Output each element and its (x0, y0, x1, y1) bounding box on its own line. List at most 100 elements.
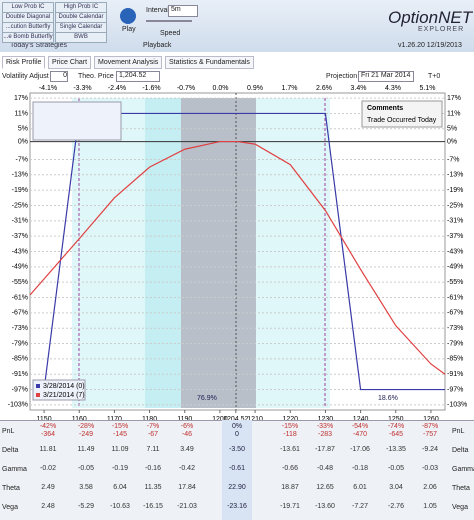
x-tick-label: 1170 (107, 416, 122, 423)
play-label: Play (122, 26, 136, 33)
series-line (29, 140, 446, 375)
y-tick-label-right: -67% (447, 310, 463, 317)
row-label: PnL (2, 428, 15, 435)
cell-value: 18.87 (281, 484, 299, 491)
y-tick-label: -97% (12, 386, 28, 393)
x-tick-label: 1250 (388, 416, 404, 423)
x-tick-label: 1210 (247, 416, 263, 423)
cell-value: -3.50 (229, 446, 245, 453)
tab[interactable]: Price Chart (48, 56, 92, 69)
y-tick-label: -103% (8, 402, 28, 409)
cell-value: -33% (316, 423, 334, 430)
vol-input[interactable]: 0 (50, 71, 68, 82)
cell-value: -6% (180, 423, 194, 430)
theo-label: Theo. Price (78, 73, 114, 80)
y-tick-label-right: -19% (447, 187, 463, 194)
top-axis-label: -0.7% (177, 85, 195, 92)
cell-value: -17.06 (350, 446, 370, 453)
cell-value: -13.60 (315, 503, 335, 510)
top-axis-label: 4.3% (385, 85, 401, 92)
cell-value: -0.42 (179, 465, 195, 472)
top-axis-label: 0.0% (213, 85, 229, 92)
y-tick-label-right: -73% (447, 325, 463, 332)
speed-slider[interactable] (146, 20, 192, 22)
logo-sub: EXPLORER (418, 26, 465, 33)
y-tick-label-right: 11% (447, 110, 461, 117)
y-tick-label: -85% (12, 356, 28, 363)
cell-value: -42% (39, 423, 57, 430)
legend-entry: 3/21/2014 (7) (43, 392, 85, 399)
cell-value: -74% (387, 423, 405, 430)
cell-sub: -283 (317, 431, 332, 438)
cell-value: 3.04 (389, 484, 403, 491)
cell-value: 11.81 (39, 446, 57, 453)
y-tick-label-right: -79% (447, 340, 463, 347)
strategy-button[interactable]: BWB (55, 32, 107, 43)
comments-text: Trade Occurred Today (367, 117, 437, 124)
y-tick-label-right: -55% (447, 279, 463, 286)
cell-sub: -67 (147, 431, 159, 438)
x-tick-label: 1240 (353, 416, 369, 423)
top-axis-label: 0.9% (247, 85, 263, 92)
cell-value: -0.03 (422, 465, 438, 472)
cell-value: -17.87 (315, 446, 335, 453)
comments-box (361, 100, 443, 128)
y-tick-label: -13% (12, 172, 28, 179)
strategy-button[interactable]: ...e Bomb Butterfly (2, 32, 54, 43)
center-column (222, 420, 252, 520)
top-axis-label: 3.4% (351, 85, 367, 92)
cell-value: -15% (111, 423, 129, 430)
top-axis-label: 5.1% (420, 85, 436, 92)
x-tick-label: 1204.52 (223, 416, 248, 423)
x-tick-label: 1150 (37, 416, 52, 423)
cell-value: 11.49 (77, 446, 95, 453)
version: v1.26.20 12/19/2013 (398, 42, 462, 49)
y-tick-label: -19% (12, 187, 28, 194)
legend-entry: 3/28/2014 (0) (43, 383, 85, 390)
y-tick-label: -73% (12, 325, 28, 332)
tab[interactable]: Movement Analysis (94, 56, 163, 69)
y-tick-label: 17% (14, 95, 28, 102)
top-axis-label: -1.6% (142, 85, 160, 92)
interval-select[interactable]: 5m (168, 5, 198, 17)
cell-sub: -364 (40, 431, 55, 438)
cell-value: 2.48 (41, 503, 55, 510)
row-label-right: Theta (452, 485, 470, 492)
cell-value: 3.58 (79, 484, 93, 491)
top-axis-label: -2.4% (108, 85, 126, 92)
cell-sub: -118 (283, 431, 297, 438)
series-line (43, 112, 445, 391)
cell-value: -13.35 (386, 446, 406, 453)
speed-label: Speed (160, 30, 181, 37)
cell-sub: -757 (422, 431, 437, 438)
y-tick-label-right: -49% (447, 264, 463, 271)
cell-value: -7.27 (352, 503, 368, 510)
y-tick-label: -91% (12, 371, 28, 378)
cell-value: -0.48 (317, 465, 333, 472)
cell-value: 17.84 (178, 484, 196, 491)
cell-value: 12.65 (316, 484, 334, 491)
cell-value: 6.04 (113, 484, 127, 491)
tab[interactable]: Risk Profile (2, 56, 46, 69)
prob-label: 76.9% (197, 395, 217, 402)
row-label-right: PnL (452, 428, 465, 435)
cell-value: -23.16 (227, 503, 247, 510)
play-button[interactable] (120, 8, 136, 24)
x-tick-label: 1260 (423, 416, 439, 423)
tab[interactable]: Statistics & Fundamentals (165, 56, 254, 69)
y-tick-label-right: -31% (447, 218, 463, 225)
tplus-button[interactable]: T+0 (428, 73, 441, 80)
theo-input[interactable]: 1,204.52 (116, 71, 160, 82)
interval-label: Interval (146, 7, 169, 14)
y-tick-label: -79% (12, 340, 28, 347)
x-tick-label: 1160 (72, 416, 87, 423)
projection-input[interactable]: Fri 21 Mar 2014 (358, 71, 414, 82)
y-tick-label-right: -85% (447, 356, 463, 363)
cell-value: -0.19 (112, 465, 128, 472)
cell-sub: -249 (78, 431, 93, 438)
row-label: Delta (2, 447, 19, 454)
cell-value: 11.09 (111, 446, 129, 453)
y-tick-label: -55% (12, 279, 28, 286)
y-tick-label: -31% (12, 218, 28, 225)
